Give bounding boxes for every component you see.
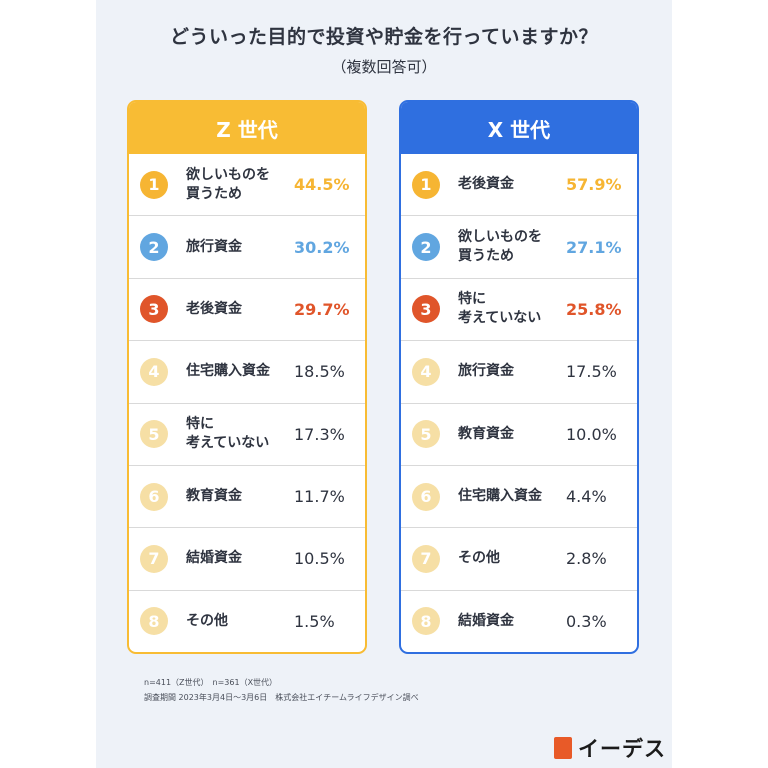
rank-badge-icon: 3	[140, 295, 168, 324]
ranking-row: 1 老後資金 57.9%	[401, 154, 637, 215]
ranking-row: 3 老後資金 29.7%	[129, 277, 365, 340]
ranking-row: 4 住宅購入資金 18.5%	[129, 340, 365, 402]
x-generation-panel: X 世代 1 老後資金 57.9% 2 欲しいものを 買うため 27.1% 3 特に 考え…	[399, 100, 639, 654]
rank-badge-icon: 7	[412, 544, 440, 573]
percentage-value: 2.8%	[566, 549, 607, 569]
percentage-value: 18.5%	[294, 362, 345, 382]
infographic: どういった目的で投資や貯金を行っていますか？ （複数回答可） Z 世代 1 欲しい…	[96, 0, 672, 768]
purpose-label: 住宅購入資金	[186, 363, 270, 380]
percentage-value: 17.5%	[566, 362, 617, 382]
survey-period-note: 調査期間 2023年3月4日～3月6日 株式会社エイチームライフデザイン調べ	[144, 693, 419, 702]
purpose-label: 住宅購入資金	[458, 488, 542, 505]
ranking-row: 4 旅行資金 17.5%	[401, 340, 637, 402]
rank-badge-icon: 6	[412, 482, 440, 511]
rank-badge-icon: 5	[140, 420, 168, 449]
ranking-row: 7 その他 2.8%	[401, 527, 637, 589]
z-generation-panel: Z 世代 1 欲しいものを 買うため 44.5% 2 旅行資金 30.2% 3 老後資金 2…	[127, 100, 367, 654]
percentage-value: 29.7%	[294, 299, 350, 319]
z-panel-header: Z 世代	[129, 102, 365, 154]
percentage-value: 57.9%	[566, 175, 622, 195]
ranking-row: 8 結婚資金 0.3%	[401, 589, 637, 652]
ranking-row: 5 特に 考えていない 17.3%	[129, 402, 365, 465]
purpose-label: 結婚資金	[458, 612, 514, 629]
ranking-row: 1 欲しいものを 買うため 44.5%	[129, 154, 365, 215]
rank-badge-icon: 1	[140, 170, 168, 199]
purpose-label: 欲しいものを 買うため	[458, 229, 542, 265]
page-title: どういった目的で投資や貯金を行っていますか？	[169, 26, 599, 48]
ranking-row: 2 欲しいものを 買うため 27.1%	[401, 215, 637, 277]
percentage-value: 30.2%	[294, 237, 350, 257]
edesu-logo-icon	[554, 737, 572, 759]
percentage-value: 10.0%	[566, 424, 617, 444]
purpose-label: その他	[186, 612, 228, 629]
rank-badge-icon: 2	[412, 233, 440, 262]
rank-badge-icon: 2	[140, 233, 168, 262]
rank-badge-icon: 5	[412, 420, 440, 449]
ranking-row: 5 教育資金 10.0%	[401, 402, 637, 465]
percentage-value: 0.3%	[566, 611, 607, 631]
percentage-value: 4.4%	[566, 487, 607, 507]
purpose-label: 結婚資金	[186, 550, 242, 567]
purpose-label: 旅行資金	[186, 238, 242, 255]
purpose-label: 欲しいものを 買うため	[186, 166, 270, 202]
purpose-label: 老後資金	[458, 176, 514, 193]
page-subtitle: （複数回答可）	[331, 58, 437, 76]
ranking-row: 7 結婚資金 10.5%	[129, 527, 365, 589]
percentage-value: 1.5%	[294, 611, 335, 631]
percentage-value: 25.8%	[566, 299, 622, 319]
percentage-value: 10.5%	[294, 549, 345, 569]
ranking-row: 8 その他 1.5%	[129, 589, 365, 652]
rank-badge-icon: 8	[412, 607, 440, 636]
ranking-row: 3 特に 考えていない 25.8%	[401, 277, 637, 340]
rank-badge-icon: 3	[412, 295, 440, 324]
percentage-value: 27.1%	[566, 237, 622, 257]
ranking-row: 6 教育資金 11.7%	[129, 464, 365, 527]
rank-badge-icon: 6	[140, 482, 168, 511]
ranking-row: 6 住宅購入資金 4.4%	[401, 464, 637, 527]
rank-badge-icon: 1	[412, 170, 440, 199]
purpose-label: 教育資金	[186, 488, 242, 505]
sample-size-note: n=411（Z世代） n=361（X世代）	[144, 678, 278, 687]
purpose-label: 旅行資金	[458, 363, 514, 380]
percentage-value: 17.3%	[294, 424, 345, 444]
brand-logo: イーデス	[554, 733, 666, 763]
z-ranking-list: 1 欲しいものを 買うため 44.5% 2 旅行資金 30.2% 3 老後資金 29.7% …	[129, 154, 365, 652]
rank-badge-icon: 4	[140, 357, 168, 386]
purpose-label: 特に 考えていない	[186, 416, 270, 452]
rank-badge-icon: 8	[140, 607, 168, 636]
ranking-row: 2 旅行資金 30.2%	[129, 215, 365, 277]
x-ranking-list: 1 老後資金 57.9% 2 欲しいものを 買うため 27.1% 3 特に 考えていない 2…	[401, 154, 637, 652]
rank-badge-icon: 4	[412, 357, 440, 386]
purpose-label: 特に 考えていない	[458, 291, 542, 327]
percentage-value: 44.5%	[294, 175, 350, 195]
purpose-label: 教育資金	[458, 425, 514, 442]
logo-text: イーデス	[578, 737, 666, 761]
purpose-label: 老後資金	[186, 300, 242, 317]
purpose-label: その他	[458, 550, 500, 567]
x-panel-header: X 世代	[401, 102, 637, 154]
percentage-value: 11.7%	[294, 487, 345, 507]
rank-badge-icon: 7	[140, 544, 168, 573]
